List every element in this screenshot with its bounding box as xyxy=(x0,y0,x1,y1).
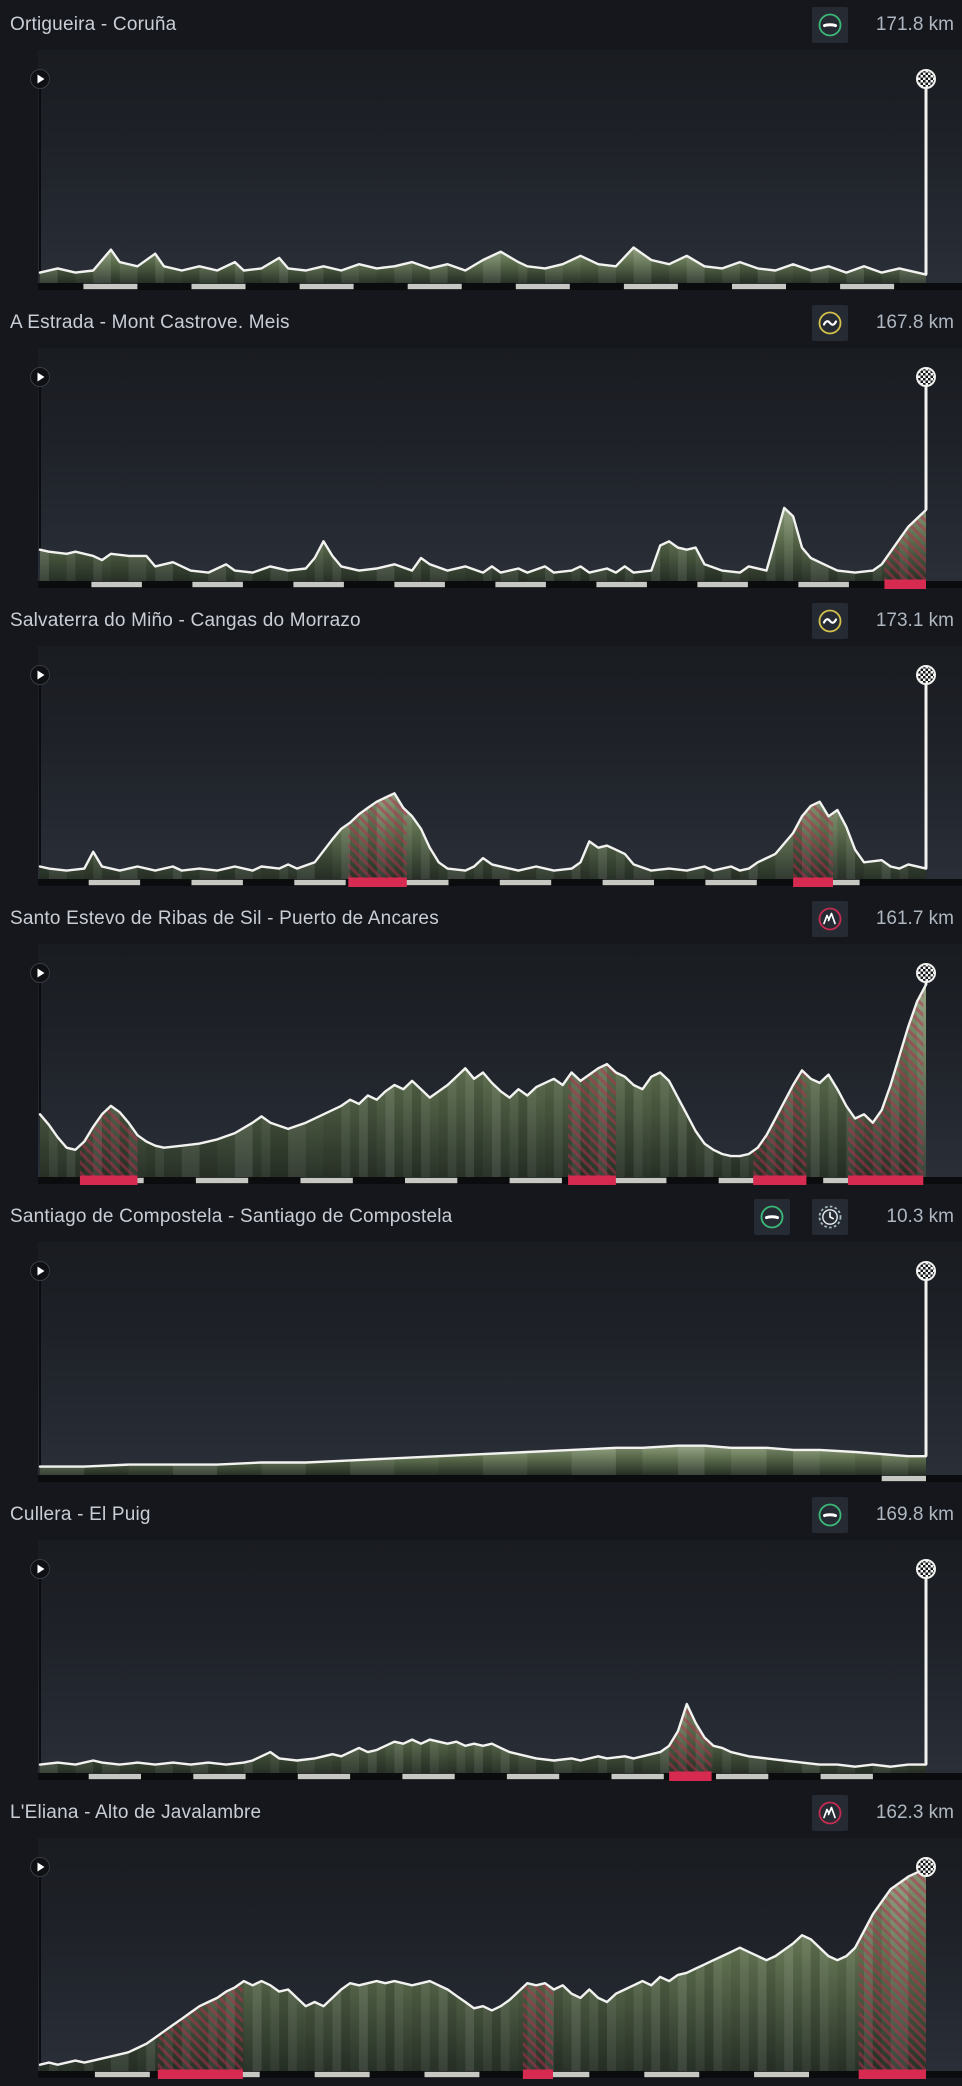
stage-card[interactable]: L'Eliana - Alto de Javalambre 162.3 km xyxy=(0,1788,962,2086)
start-marker-icon xyxy=(30,1559,50,1579)
stage-type-icons xyxy=(812,1795,848,1831)
time-trial-icon xyxy=(812,1199,848,1235)
stage-header: A Estrada - Mont Castrove. Meis 167.8 km xyxy=(0,298,962,348)
stage-header: Cullera - El Puig 169.8 km xyxy=(0,1490,962,1540)
stage-profile xyxy=(0,1242,962,1490)
elevation-chart-area xyxy=(30,1242,962,1482)
stage-title: Salvaterra do Miño - Cangas do Morrazo xyxy=(10,610,361,631)
stage-header: Santiago de Compostela - Santiago de Com… xyxy=(0,1192,962,1242)
stage-profile-chart xyxy=(30,69,962,290)
stage-card[interactable]: Santiago de Compostela - Santiago de Com… xyxy=(0,1192,962,1490)
elevation-chart-area xyxy=(30,944,962,1185)
stage-title: Santo Estevo de Ribas de Sil - Puerto de… xyxy=(10,908,439,929)
stage-type-icons xyxy=(812,603,848,639)
stage-meta: 162.3 km xyxy=(812,1795,954,1831)
stage-profile-chart xyxy=(30,367,962,589)
flat-stage-icon xyxy=(812,1497,848,1533)
hilly-stage-icon xyxy=(812,305,848,341)
stage-distance: 161.7 km xyxy=(875,908,954,929)
stage-distance: 162.3 km xyxy=(875,1802,954,1823)
stage-card[interactable]: Cullera - El Puig 169.8 km xyxy=(0,1490,962,1788)
mountain-stage-icon xyxy=(812,1795,848,1831)
elevation-chart-area xyxy=(30,1838,962,2079)
start-marker-icon xyxy=(30,665,50,685)
stage-profile-chart xyxy=(30,963,962,1185)
finish-marker-icon xyxy=(916,1857,936,1877)
stage-card[interactable]: Salvaterra do Miño - Cangas do Morrazo 1… xyxy=(0,596,962,894)
elevation-chart-area xyxy=(30,50,962,290)
stage-title: Cullera - El Puig xyxy=(10,1504,151,1525)
stage-profile-chart xyxy=(30,665,962,887)
start-marker-icon xyxy=(30,1857,50,1877)
stage-profile xyxy=(0,944,962,1192)
stage-meta: 171.8 km xyxy=(812,7,954,43)
finish-marker-icon xyxy=(916,69,936,89)
stage-profile xyxy=(0,646,962,894)
finish-marker-icon xyxy=(916,367,936,387)
stage-profile xyxy=(0,348,962,596)
stage-profile xyxy=(0,1838,962,2086)
hilly-stage-icon xyxy=(812,603,848,639)
finish-marker-icon xyxy=(916,1559,936,1579)
stage-profile xyxy=(0,50,962,298)
stage-card[interactable]: A Estrada - Mont Castrove. Meis 167.8 km xyxy=(0,298,962,596)
finish-marker-icon xyxy=(916,1261,936,1281)
stage-profile-chart xyxy=(30,1261,962,1482)
stage-profile-chart xyxy=(30,1559,962,1781)
stage-meta: 161.7 km xyxy=(812,901,954,937)
stage-distance: 167.8 km xyxy=(875,312,954,333)
flat-stage-icon xyxy=(812,7,848,43)
stage-type-icons xyxy=(812,1497,848,1533)
stage-distance: 169.8 km xyxy=(875,1504,954,1525)
elevation-chart-area xyxy=(30,1540,962,1781)
start-marker-icon xyxy=(30,367,50,387)
stage-title: Ortigueira - Coruña xyxy=(10,14,177,35)
stage-distance: 171.8 km xyxy=(875,14,954,35)
stage-card[interactable]: Ortigueira - Coruña 171.8 km xyxy=(0,0,962,298)
elevation-chart-area xyxy=(30,348,962,589)
stage-distance: 173.1 km xyxy=(875,610,954,631)
stage-type-icons xyxy=(812,305,848,341)
finish-marker-icon xyxy=(916,665,936,685)
stage-card[interactable]: Santo Estevo de Ribas de Sil - Puerto de… xyxy=(0,894,962,1192)
stage-meta: 10.3 km xyxy=(754,1199,954,1235)
stage-type-icons xyxy=(754,1199,848,1235)
stage-header: Salvaterra do Miño - Cangas do Morrazo 1… xyxy=(0,596,962,646)
stage-type-icons xyxy=(812,7,848,43)
stage-profile xyxy=(0,1540,962,1788)
start-marker-icon xyxy=(30,1261,50,1281)
stage-type-icons xyxy=(812,901,848,937)
stage-header: Ortigueira - Coruña 171.8 km xyxy=(0,0,962,50)
elevation-chart-area xyxy=(30,646,962,887)
stage-header: L'Eliana - Alto de Javalambre 162.3 km xyxy=(0,1788,962,1838)
stage-distance: 10.3 km xyxy=(886,1206,954,1227)
stage-title: L'Eliana - Alto de Javalambre xyxy=(10,1802,262,1823)
stage-profile-chart xyxy=(30,1857,962,2079)
start-marker-icon xyxy=(30,963,50,983)
stage-meta: 169.8 km xyxy=(812,1497,954,1533)
flat-stage-icon xyxy=(754,1199,790,1235)
mountain-stage-icon xyxy=(812,901,848,937)
start-marker-icon xyxy=(30,69,50,89)
stage-title: Santiago de Compostela - Santiago de Com… xyxy=(10,1206,453,1227)
stage-meta: 173.1 km xyxy=(812,603,954,639)
stage-title: A Estrada - Mont Castrove. Meis xyxy=(10,312,290,333)
finish-marker-icon xyxy=(916,963,936,983)
stage-meta: 167.8 km xyxy=(812,305,954,341)
stage-header: Santo Estevo de Ribas de Sil - Puerto de… xyxy=(0,894,962,944)
